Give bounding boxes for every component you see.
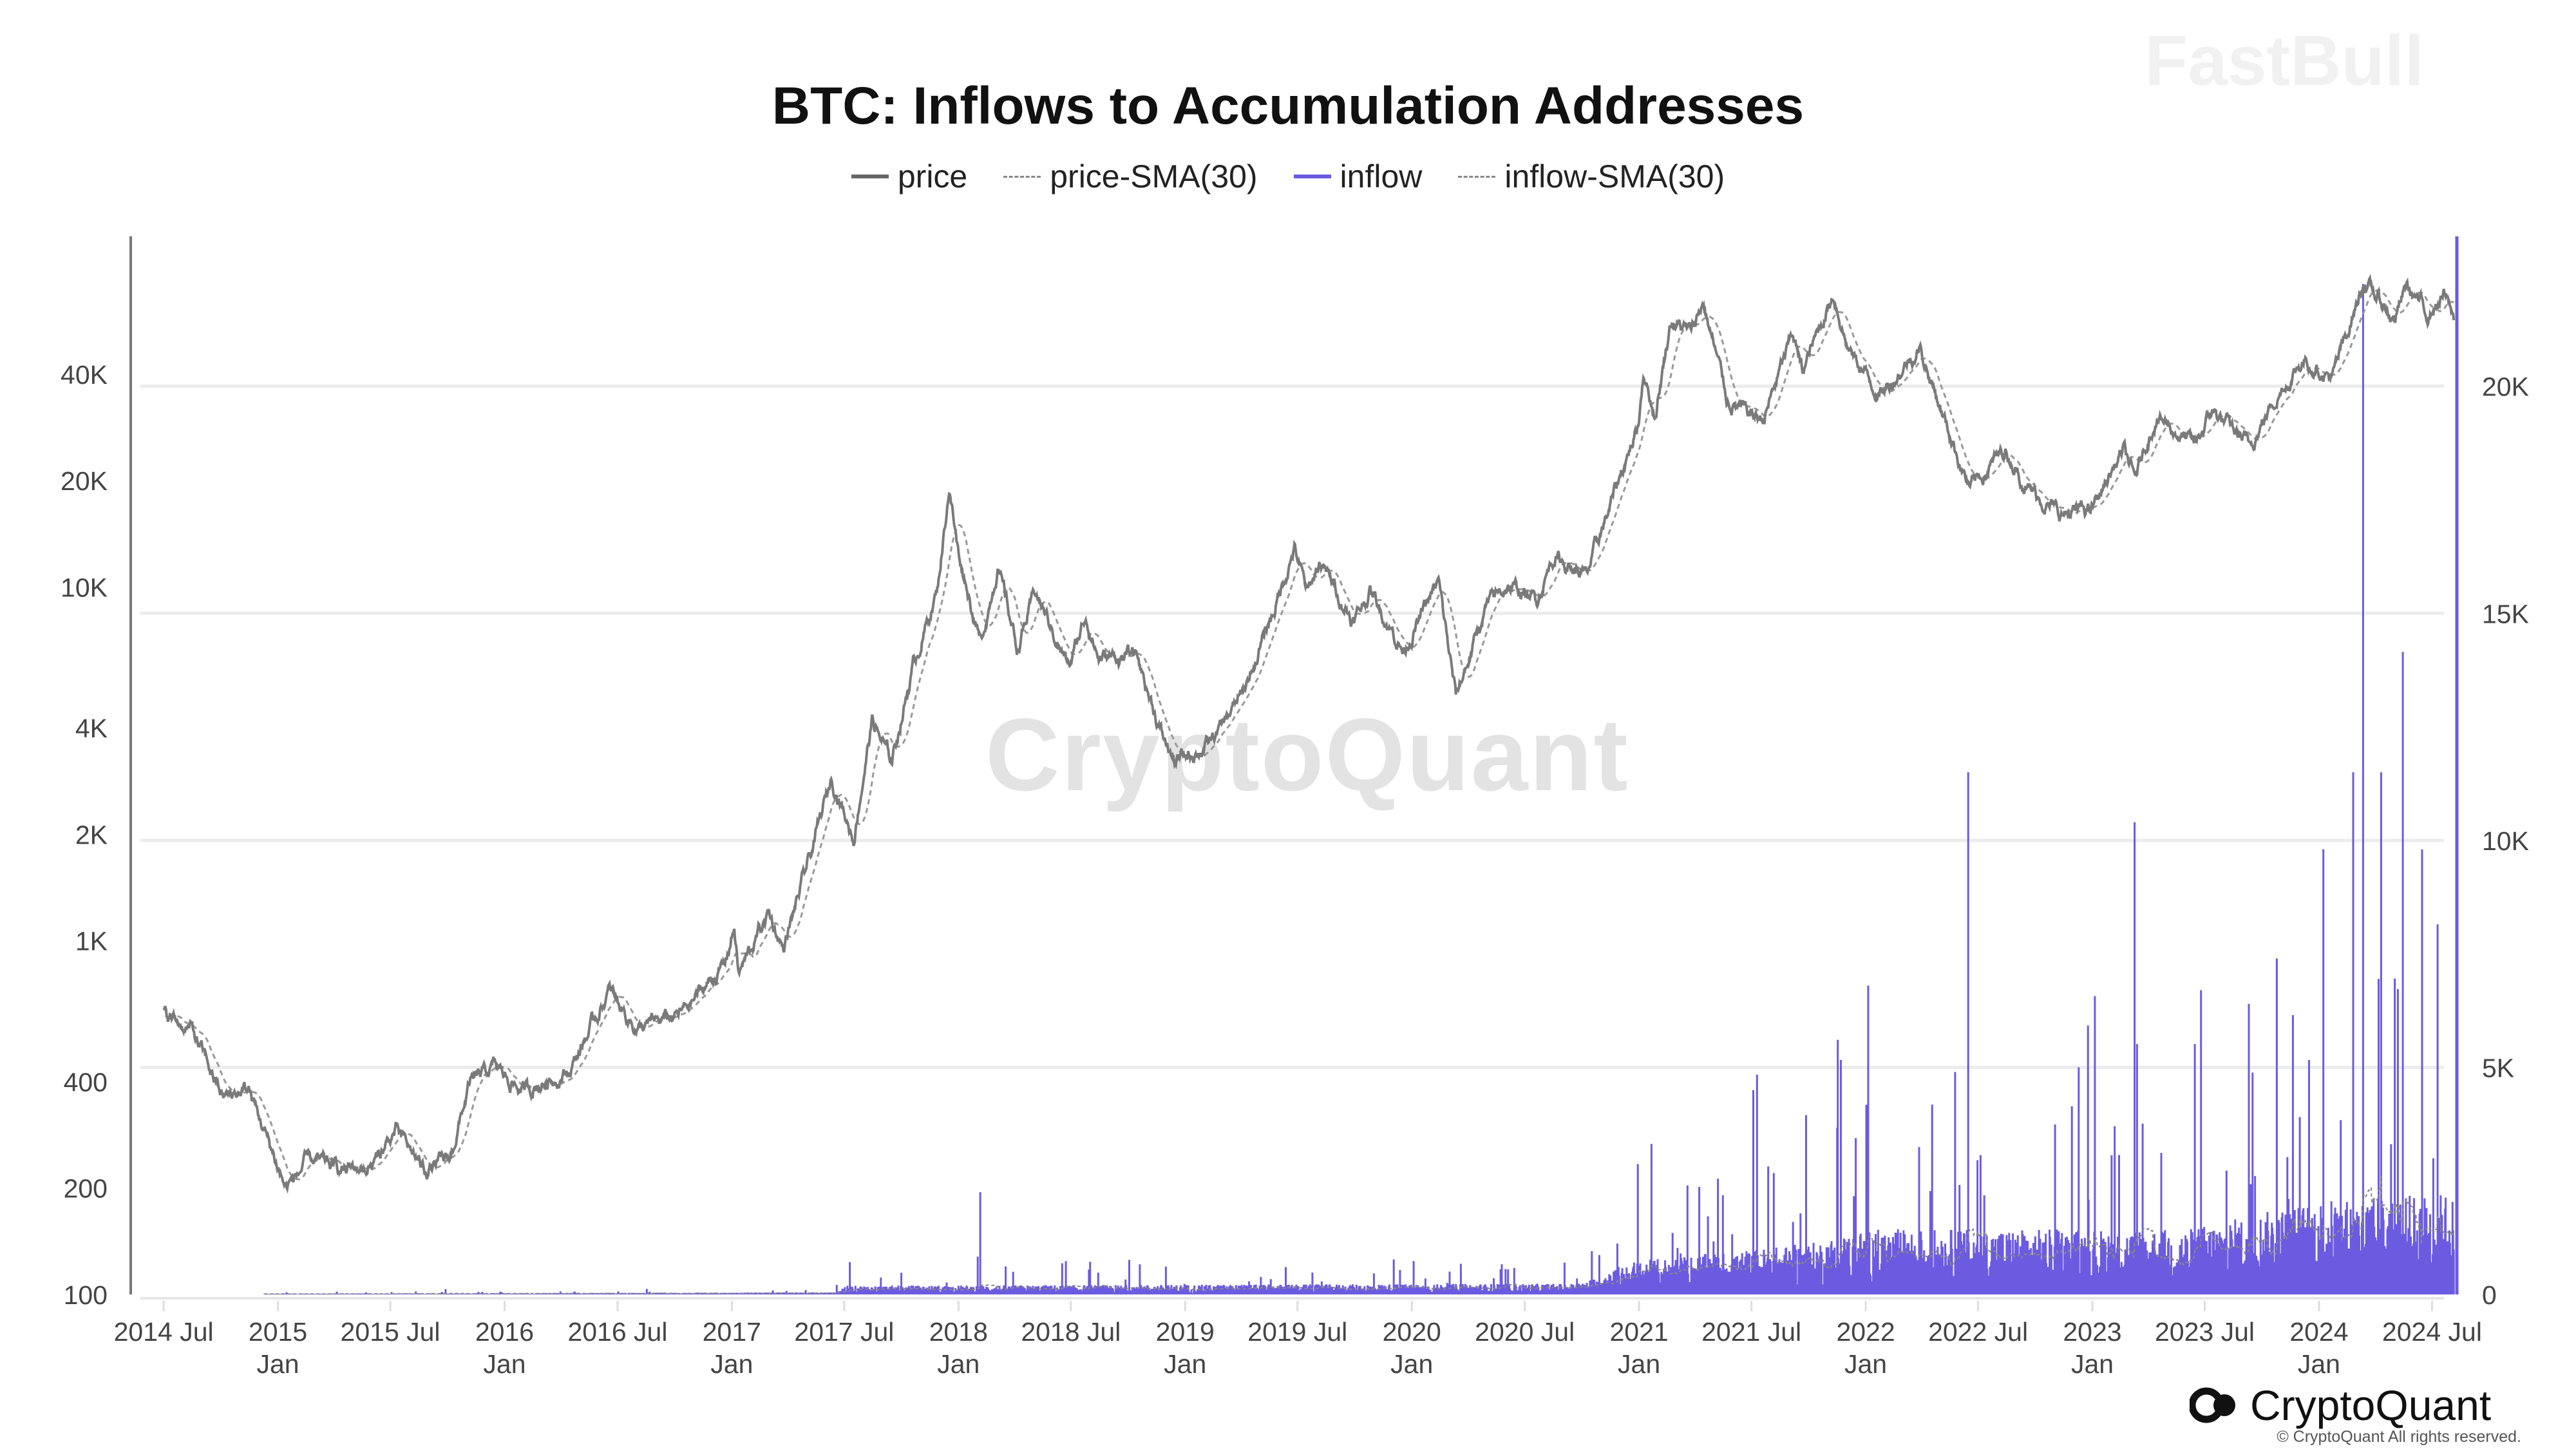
x-axis-tick-label: 2017 Jul — [794, 1317, 894, 1347]
x-axis-tick-sublabel: Jan — [1618, 1349, 1660, 1379]
legend-label: inflow — [1340, 158, 1423, 194]
chart-title: BTC: Inflows to Accumulation Addresses — [772, 77, 1804, 135]
right-axis-tick-label: 20K — [2482, 372, 2529, 402]
left-axis-tick-label: 40K — [61, 360, 108, 390]
x-axis-tick-label: 2024 Jul — [2382, 1317, 2482, 1347]
left-axis-tick-label: 1K — [75, 927, 108, 956]
left-axis-tick-label: 20K — [61, 466, 108, 496]
watermark: CryptoQuant — [985, 697, 1629, 812]
cryptoquant-logo: CryptoQuant — [2190, 1383, 2491, 1427]
legend-item-price-sma[interactable]: price-SMA(30) — [1003, 158, 1258, 195]
legend-item-inflow-sma[interactable]: inflow-SMA(30) — [1458, 158, 1725, 195]
x-axis-tick-label: 2024 — [2289, 1317, 2348, 1347]
right-axis-tick-label: 10K — [2482, 826, 2529, 856]
x-axis-tick-sublabel: Jan — [710, 1349, 753, 1379]
right-axis-tick-label: 0 — [2482, 1280, 2497, 1310]
x-axis-tick-label: 2014 Jul — [114, 1317, 214, 1347]
left-axis-tick-label: 4K — [75, 714, 108, 743]
left-axis-tick-label: 400 — [64, 1067, 108, 1097]
x-axis-tick-sublabel: Jan — [1844, 1349, 1887, 1379]
logo-icon — [2190, 1387, 2235, 1423]
legend-label: inflow-SMA(30) — [1504, 158, 1725, 194]
x-axis-tick-sublabel: Jan — [1390, 1349, 1433, 1379]
legend-swatch — [1458, 175, 1496, 178]
x-axis-tick-sublabel: Jan — [2298, 1349, 2340, 1379]
x-axis-tick-label: 2017 — [703, 1317, 761, 1347]
x-axis-tick-label: 2019 — [1156, 1317, 1215, 1347]
copyright: © CryptoQuant All rights reserved. — [2277, 1428, 2521, 1446]
x-axis-tick-label: 2019 Jul — [1247, 1317, 1347, 1347]
legend-item-inflow[interactable]: inflow — [1293, 158, 1423, 195]
x-axis-tick-label: 2018 — [929, 1317, 988, 1347]
legend-label: price — [897, 158, 968, 194]
x-axis-tick-sublabel: Jan — [1164, 1349, 1206, 1379]
x-axis-tick-label: 2016 Jul — [567, 1317, 667, 1347]
right-axis-tick-label: 5K — [2482, 1053, 2514, 1083]
legend-label: price-SMA(30) — [1050, 158, 1258, 194]
inflow-series — [263, 284, 2455, 1294]
x-axis-tick-label: 2023 Jul — [2155, 1317, 2255, 1347]
x-axis-tick-label: 2016 — [475, 1317, 534, 1347]
inflow-sma-series — [264, 1176, 2454, 1295]
x-axis-tick-label: 2015 — [249, 1317, 307, 1347]
legend-swatch — [851, 175, 889, 178]
legend-swatch — [1003, 175, 1041, 178]
watermark-fastbull: FastBull — [2145, 21, 2424, 100]
x-axis-tick-label: 2021 Jul — [1701, 1317, 1801, 1347]
right-axis-tick-label: 15K — [2482, 599, 2529, 629]
legend-item-price[interactable]: price — [851, 158, 967, 195]
x-axis-tick-sublabel: Jan — [483, 1349, 526, 1379]
left-axis-tick-label: 10K — [61, 573, 108, 602]
x-axis-tick-sublabel: Jan — [937, 1349, 980, 1379]
left-axis-tick-label: 100 — [64, 1280, 108, 1310]
price-series — [162, 274, 2456, 1194]
x-axis-tick-label: 2022 Jul — [1928, 1317, 2028, 1347]
x-axis-tick-label: 2021 — [1610, 1317, 1669, 1347]
x-axis-tick-label: 2020 — [1383, 1317, 1441, 1347]
x-axis-tick-label: 2018 Jul — [1021, 1317, 1121, 1347]
legend: price price-SMA(30) inflow inflow-SMA(30… — [0, 158, 2576, 195]
logo-text: CryptoQuant — [2250, 1381, 2492, 1429]
x-axis-tick-label: 2020 Jul — [1475, 1317, 1575, 1347]
legend-swatch — [1293, 175, 1331, 178]
left-axis-tick-label: 2K — [75, 820, 108, 849]
left-axis-tick-label: 200 — [64, 1174, 108, 1204]
x-axis-tick-sublabel: Jan — [256, 1349, 299, 1379]
x-axis-tick-sublabel: Jan — [2071, 1349, 2114, 1379]
x-axis-tick-label: 2015 Jul — [341, 1317, 440, 1347]
x-axis-tick-label: 2023 — [2063, 1317, 2121, 1347]
price-sma-series — [163, 289, 2454, 1180]
x-axis-tick-label: 2022 — [1836, 1317, 1895, 1347]
